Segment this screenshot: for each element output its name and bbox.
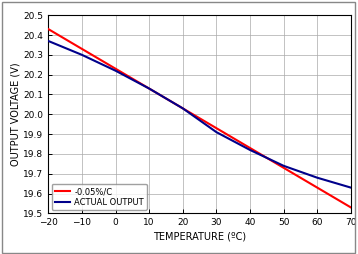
ACTUAL OUTPUT: [349, 186, 353, 189]
Y-axis label: OUTPUT VOLTAGE (V): OUTPUT VOLTAGE (V): [11, 62, 20, 166]
-0.05%/C: [214, 127, 218, 130]
ACTUAL OUTPUT: [315, 176, 319, 179]
-0.05%/C: [315, 186, 319, 189]
-0.05%/C: [113, 67, 118, 70]
ACTUAL OUTPUT: [248, 148, 252, 151]
-0.05%/C: [181, 107, 185, 110]
ACTUAL OUTPUT: [46, 39, 50, 42]
-0.05%/C: [147, 87, 151, 90]
-0.05%/C: [349, 206, 353, 209]
-0.05%/C: [46, 28, 50, 31]
ACTUAL OUTPUT: [181, 107, 185, 110]
-0.05%/C: [80, 47, 84, 51]
X-axis label: TEMPERATURE (ºC): TEMPERATURE (ºC): [153, 231, 246, 241]
Line: ACTUAL OUTPUT: ACTUAL OUTPUT: [48, 41, 351, 188]
ACTUAL OUTPUT: [80, 53, 84, 56]
ACTUAL OUTPUT: [214, 131, 218, 134]
-0.05%/C: [281, 166, 286, 169]
ACTUAL OUTPUT: [113, 69, 118, 72]
ACTUAL OUTPUT: [147, 87, 151, 90]
-0.05%/C: [248, 147, 252, 150]
ACTUAL OUTPUT: [281, 164, 286, 167]
Line: -0.05%/C: -0.05%/C: [48, 29, 351, 208]
Legend: -0.05%/C, ACTUAL OUTPUT: -0.05%/C, ACTUAL OUTPUT: [52, 184, 147, 210]
